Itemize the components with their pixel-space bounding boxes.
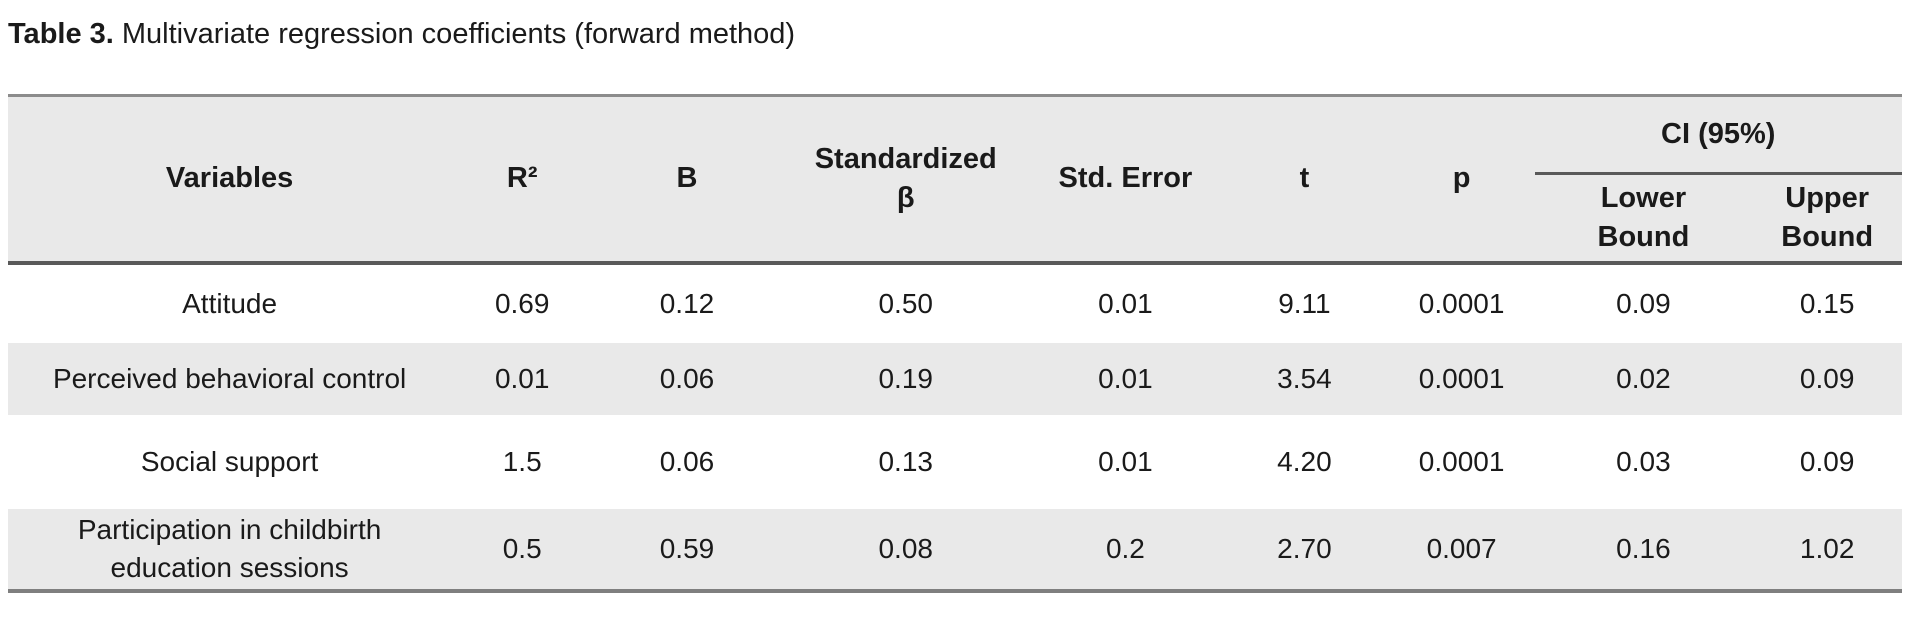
cell-ci-lower: 0.16: [1616, 532, 1671, 564]
cell-ci-lower: 0.02: [1616, 362, 1671, 394]
col-header-std-error: Std. Error: [1030, 95, 1221, 263]
table-caption-label: Table 3.: [8, 18, 114, 50]
cell-beta: 0.13: [878, 445, 933, 477]
cell-ci-lower: 0.09: [1616, 287, 1671, 319]
cell-std-error: 0.2: [1105, 532, 1145, 564]
cell-b: 0.06: [659, 362, 715, 394]
header-row-ci-sub: Lower Bound Upper Bound: [8, 173, 1902, 263]
cell-b: 0.59: [659, 532, 715, 564]
cell-r2: 0.01: [494, 362, 550, 394]
table-row: Social support 1.5 0.06 0.13 0.01 4.20 0…: [8, 414, 1902, 509]
cell-beta: 0.19: [878, 362, 933, 394]
table-row: Attitude 0.69 0.12 0.50 0.01 9.11 0.0001…: [8, 262, 1902, 343]
col-header-ci-upper-bound: Upper Bound: [1752, 173, 1902, 263]
table-row: Participation in childbirth education se…: [8, 508, 1902, 591]
col-header-p: p: [1388, 95, 1535, 263]
cell-t: 3.54: [1277, 362, 1332, 394]
regression-table: Variables R² B Standardized β Std. Error…: [8, 94, 1902, 593]
cell-b: 0.12: [659, 287, 715, 319]
cell-p: 0.0001: [1418, 362, 1505, 394]
cell-t: 4.20: [1277, 445, 1332, 477]
col-header-variables: Variables: [8, 95, 452, 263]
col-header-r2: R²: [451, 95, 594, 263]
cell-ci-upper: 1.02: [1799, 532, 1855, 564]
col-header-ci-lower-bound: Lower Bound: [1534, 173, 1753, 263]
cell-p: 0.007: [1426, 532, 1497, 564]
cell-t: 9.11: [1278, 287, 1331, 319]
col-header-standardized-beta: Standardized β: [780, 95, 1031, 263]
table-caption: Table 3. Multivariate regression coeffic…: [8, 16, 795, 52]
cell-variable: Perceived behavioral control: [52, 362, 407, 394]
cell-ci-upper: 0.09: [1799, 362, 1855, 394]
col-header-t: t: [1220, 95, 1389, 263]
table-row: Perceived behavioral control 0.01 0.06 0…: [8, 342, 1902, 415]
table-caption-text: Multivariate regression coefficients (fo…: [113, 18, 796, 50]
cell-std-error: 0.01: [1098, 287, 1153, 319]
cell-variable: Attitude: [182, 287, 278, 319]
col-header-ci-group: CI (95%): [1534, 95, 1902, 175]
cell-std-error: 0.01: [1098, 445, 1153, 477]
cell-ci-upper: 0.09: [1799, 445, 1855, 477]
cell-ci-lower: 0.03: [1616, 445, 1671, 477]
table-body: Attitude 0.69 0.12 0.50 0.01 9.11 0.0001…: [8, 262, 1902, 591]
cell-r2: 0.69: [494, 287, 550, 319]
col-header-b: B: [593, 95, 781, 263]
cell-ci-upper: 0.15: [1799, 287, 1855, 319]
cell-variable: Social support: [140, 445, 319, 477]
cell-t: 2.70: [1277, 532, 1332, 564]
cell-b: 0.06: [659, 445, 715, 477]
cell-variable: Participation in childbirth education se…: [77, 513, 382, 583]
cell-beta: 0.50: [878, 287, 933, 319]
cell-r2: 0.5: [502, 532, 542, 564]
cell-beta: 0.08: [878, 532, 933, 564]
table-header: Variables R² B Standardized β Std. Error…: [8, 95, 1902, 263]
cell-p: 0.0001: [1418, 287, 1505, 319]
header-row-main: Variables R² B Standardized β Std. Error…: [8, 95, 1902, 263]
cell-std-error: 0.01: [1098, 362, 1153, 394]
cell-r2: 1.5: [502, 445, 542, 477]
cell-p: 0.0001: [1418, 445, 1505, 477]
